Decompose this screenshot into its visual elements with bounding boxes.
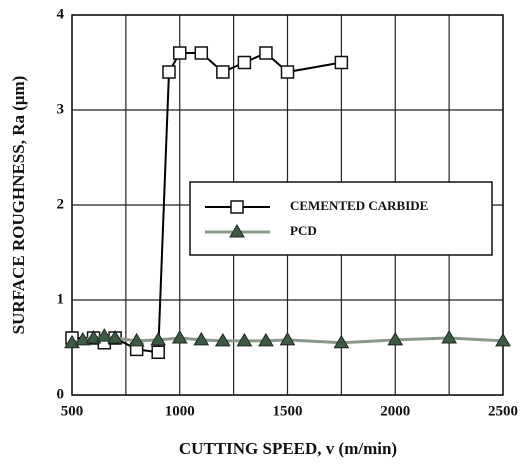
x-tick-label: 500 bbox=[61, 403, 84, 419]
marker bbox=[107, 330, 123, 344]
marker bbox=[85, 330, 102, 344]
marker bbox=[259, 46, 273, 60]
marker bbox=[214, 332, 231, 347]
marker bbox=[150, 331, 167, 346]
marker bbox=[237, 55, 252, 70]
legend-marker bbox=[229, 224, 245, 238]
marker bbox=[162, 65, 176, 79]
marker bbox=[151, 345, 165, 359]
x-tick-label: 2500 bbox=[488, 403, 518, 419]
x-tick-label: 2000 bbox=[380, 403, 410, 419]
marker bbox=[236, 332, 253, 347]
y-axis-label: SURFACE ROUGHNESS, Ra (μm) bbox=[9, 76, 28, 335]
marker bbox=[74, 331, 91, 346]
marker bbox=[193, 331, 210, 346]
marker bbox=[258, 332, 274, 347]
marker bbox=[171, 330, 188, 344]
marker bbox=[333, 334, 350, 349]
marker bbox=[279, 331, 296, 346]
x-tick-label: 1500 bbox=[273, 403, 303, 419]
legend-label: CEMENTED CARBIDE bbox=[290, 198, 428, 213]
marker bbox=[194, 46, 209, 60]
y-tick-label: 1 bbox=[57, 291, 65, 307]
x-tick-label: 1000 bbox=[165, 403, 195, 419]
marker bbox=[495, 332, 511, 347]
y-tick-label: 2 bbox=[57, 196, 65, 212]
legend-box bbox=[189, 181, 493, 256]
marker bbox=[334, 55, 349, 70]
marker bbox=[387, 331, 404, 346]
y-tick-label: 0 bbox=[57, 386, 65, 402]
marker bbox=[128, 332, 145, 347]
y-tick-label: 3 bbox=[57, 101, 65, 117]
x-axis-label: CUTTING SPEED, v (m/min) bbox=[179, 439, 397, 458]
plot-frame bbox=[71, 14, 504, 396]
marker bbox=[216, 65, 230, 79]
marker bbox=[280, 65, 295, 79]
marker bbox=[96, 328, 113, 342]
legend-marker bbox=[230, 200, 244, 214]
legend-label: PCD bbox=[290, 223, 317, 238]
y-tick-label: 4 bbox=[57, 6, 65, 22]
marker bbox=[441, 330, 457, 344]
marker bbox=[173, 46, 187, 60]
